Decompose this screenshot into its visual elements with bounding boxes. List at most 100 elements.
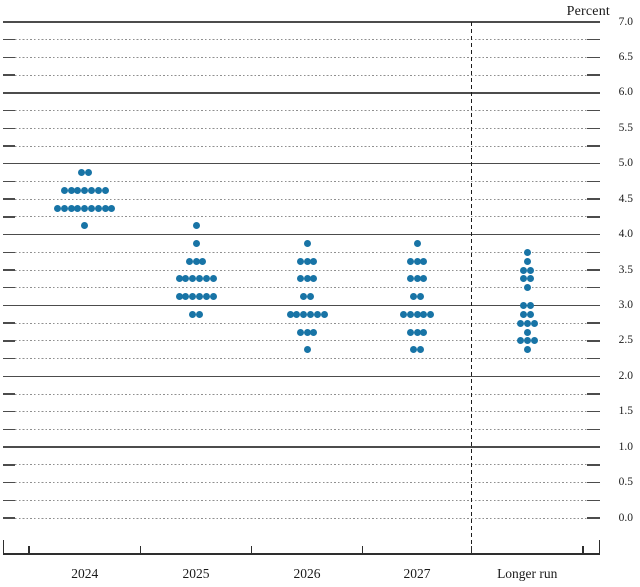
- projection-dot: [399, 310, 407, 318]
- projection-dot: [202, 275, 210, 283]
- right-axis-tick: [587, 393, 600, 395]
- major-gridline: [3, 304, 600, 307]
- y-tick-label: 0.0: [618, 511, 633, 524]
- x-axis-corner: [598, 540, 600, 553]
- projection-dot: [209, 293, 217, 301]
- projection-dot: [189, 275, 197, 283]
- projection-dot: [94, 186, 102, 194]
- projection-dot: [420, 257, 428, 265]
- major-gridline: [3, 233, 600, 236]
- left-axis-tick: [3, 74, 15, 76]
- projection-dot: [530, 337, 538, 345]
- projection-dot: [189, 310, 197, 318]
- left-axis-tick: [3, 499, 15, 501]
- minor-gridline: [15, 393, 588, 395]
- x-axis-tick: [361, 546, 364, 553]
- right-axis-tick: [587, 428, 600, 431]
- projection-dot: [306, 310, 314, 318]
- y-axis-title: Percent: [566, 4, 610, 19]
- x-axis-tick: [28, 546, 30, 553]
- projection-dot: [320, 310, 328, 318]
- projection-dot: [520, 266, 528, 274]
- y-tick-label: 2.0: [618, 369, 633, 382]
- x-category-label: 2024: [71, 566, 99, 581]
- projection-dot: [81, 222, 89, 230]
- minor-gridline: [15, 269, 588, 271]
- projection-dot: [81, 186, 89, 194]
- minor-gridline: [15, 251, 588, 253]
- projection-dot: [406, 257, 414, 265]
- right-axis-tick: [587, 464, 600, 466]
- projection-dot: [527, 266, 535, 274]
- minor-gridline: [15, 322, 588, 324]
- projection-dot: [520, 310, 528, 318]
- major-gridline: [3, 163, 600, 165]
- projection-dot: [523, 346, 531, 354]
- left-axis-tick: [3, 340, 15, 342]
- minor-gridline: [15, 411, 588, 413]
- projection-dot: [209, 275, 217, 283]
- right-axis-tick: [587, 74, 600, 76]
- x-category-label: 2026: [293, 566, 321, 581]
- major-gridline: [3, 375, 600, 377]
- x-axis-tick: [139, 546, 142, 553]
- x-axis-tick: [582, 546, 584, 553]
- projection-dot: [520, 301, 528, 309]
- minor-gridline: [15, 198, 588, 200]
- projection-dot: [303, 239, 311, 247]
- projection-dot: [523, 248, 531, 256]
- left-axis-tick: [3, 357, 15, 360]
- projection-dot: [516, 319, 524, 327]
- left-axis-tick: [3, 216, 15, 218]
- projection-dot: [420, 310, 428, 318]
- projection-dot: [303, 275, 311, 283]
- projection-dot: [182, 275, 190, 283]
- minor-gridline: [15, 287, 588, 289]
- projection-dot: [530, 319, 538, 327]
- projection-dot: [88, 186, 96, 194]
- projection-dot: [523, 337, 531, 345]
- projection-dot: [310, 257, 318, 265]
- left-axis-tick: [3, 56, 15, 59]
- projection-dot: [406, 275, 414, 283]
- right-axis-tick: [587, 481, 600, 484]
- y-tick-label: 2.5: [618, 334, 633, 347]
- right-axis-tick: [587, 287, 600, 289]
- projection-dot: [310, 275, 318, 283]
- major-gridline: [3, 446, 600, 448]
- x-category-label: Longer run: [497, 566, 558, 581]
- right-axis-tick: [587, 145, 600, 147]
- left-axis-tick: [3, 428, 15, 431]
- right-axis-tick: [587, 499, 600, 501]
- x-category-label: 2027: [403, 566, 431, 581]
- projection-dot: [195, 275, 203, 283]
- projection-dot: [303, 257, 311, 265]
- projection-dot: [527, 275, 535, 283]
- projection-dot: [296, 257, 304, 265]
- projection-dot: [416, 346, 424, 354]
- x-axis-tick: [250, 546, 253, 553]
- major-gridline: [3, 92, 600, 94]
- right-axis-tick: [587, 127, 600, 129]
- right-axis-tick: [587, 216, 600, 218]
- projection-dot: [67, 186, 75, 194]
- y-tick-label: 1.5: [618, 405, 633, 418]
- y-tick-label: 0.5: [618, 476, 633, 489]
- left-axis-tick: [3, 109, 15, 112]
- projection-dot: [202, 293, 210, 301]
- projection-dot: [199, 257, 207, 265]
- left-axis-tick: [3, 481, 15, 484]
- minor-gridline: [15, 74, 588, 76]
- projection-dot: [523, 284, 531, 292]
- minor-gridline: [15, 110, 588, 112]
- projection-dot: [420, 275, 428, 283]
- right-axis-tick: [587, 180, 600, 183]
- left-axis-tick: [3, 145, 15, 147]
- projection-dot: [175, 293, 183, 301]
- right-axis-tick: [587, 340, 600, 342]
- projection-dot: [296, 275, 304, 283]
- y-tick-label: 5.5: [618, 121, 633, 134]
- right-axis-tick: [587, 411, 600, 413]
- projection-dot: [300, 310, 308, 318]
- projection-dot: [310, 328, 318, 336]
